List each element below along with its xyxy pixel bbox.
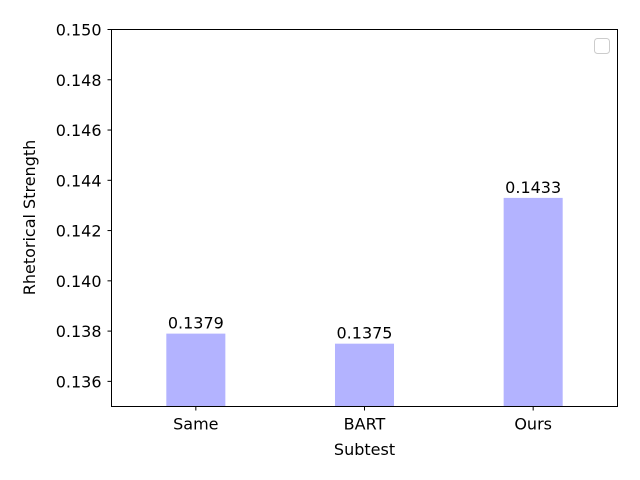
y-tick-label: 0.150: [56, 21, 102, 40]
data-labels-layer: 0.1379 0.1375 0.1433: [168, 178, 561, 343]
bars-layer: [166, 197, 563, 407]
data-label-ours: 0.1433: [505, 178, 561, 197]
data-label-same: 0.1379: [168, 314, 224, 333]
y-tick-label: 0.136: [56, 372, 102, 391]
bar-bart: [334, 343, 395, 407]
legend-box: [594, 38, 610, 54]
x-tick-label-bart: BART: [344, 415, 386, 434]
x-axis-title: Subtest: [334, 440, 395, 459]
y-tick-label: 0.142: [56, 222, 102, 241]
y-axis-ticks: 0.136 0.138 0.140 0.142 0.144 0.146 0.148 0.150: [56, 21, 112, 391]
y-axis-title: Rhetorical Strength: [20, 140, 39, 296]
bar-same: [166, 333, 226, 407]
x-axis-ticks: Same BART Ours: [173, 406, 552, 434]
y-tick-label: 0.140: [56, 272, 102, 291]
bar-ours: [503, 197, 563, 407]
x-tick-label-ours: Ours: [514, 415, 552, 434]
y-tick-label: 0.144: [56, 171, 102, 190]
y-tick-label: 0.146: [56, 121, 102, 140]
y-tick-label: 0.148: [56, 71, 102, 90]
x-tick-label-same: Same: [173, 415, 218, 434]
y-tick-label: 0.138: [56, 322, 102, 341]
data-label-bart: 0.1375: [337, 324, 393, 343]
